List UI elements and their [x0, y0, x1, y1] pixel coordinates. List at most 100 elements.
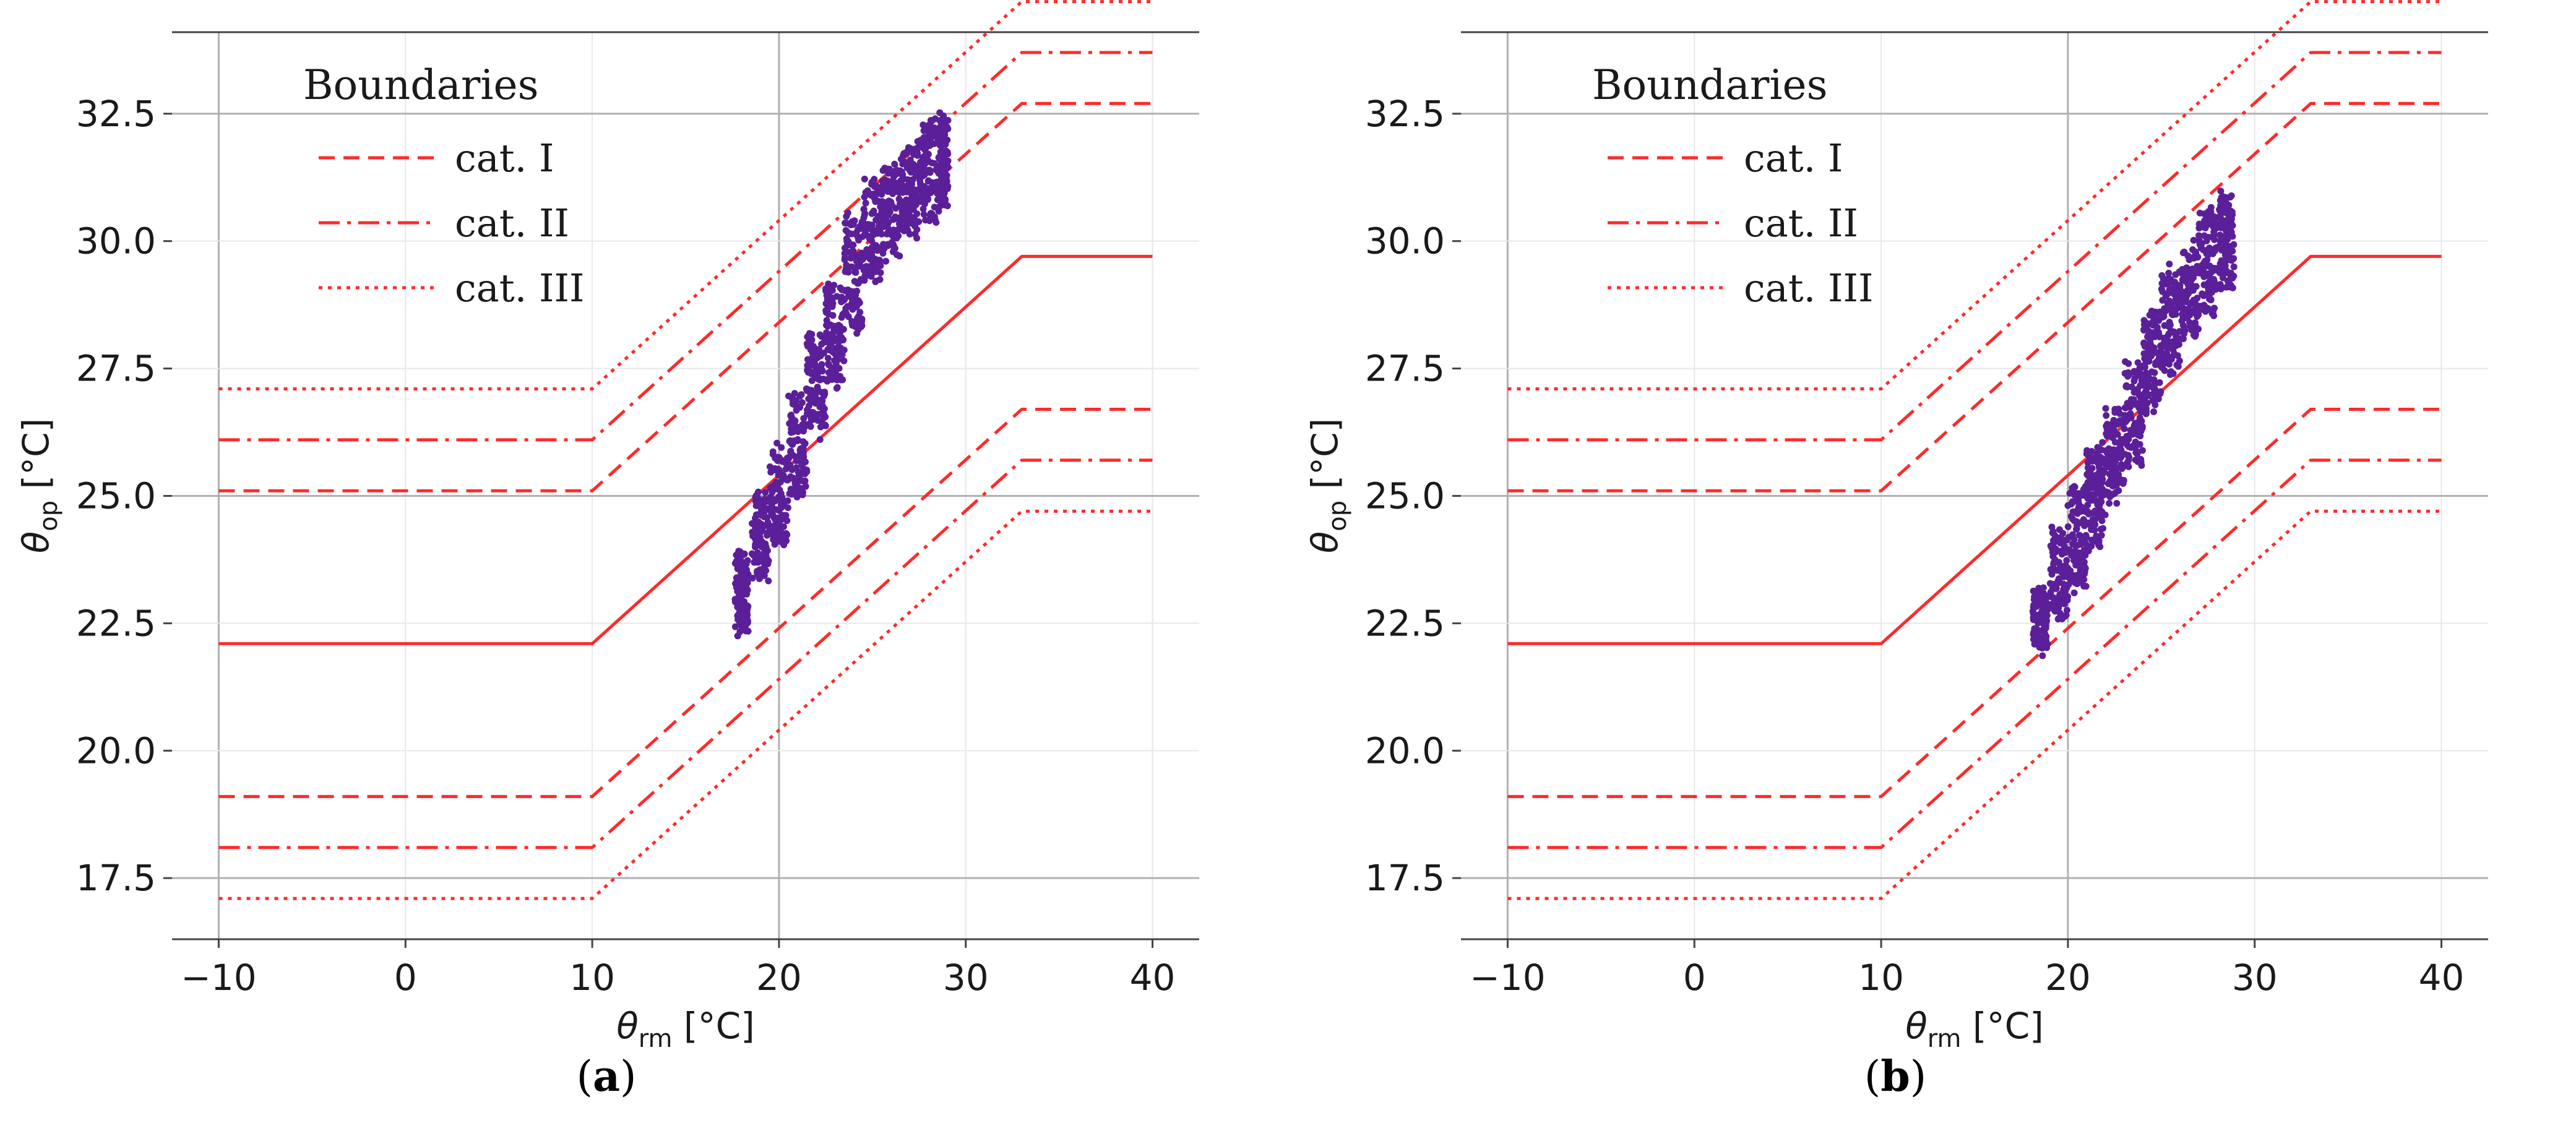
data-point	[865, 225, 872, 232]
data-point	[2140, 321, 2148, 329]
data-point	[2163, 280, 2171, 288]
grid	[1461, 32, 2488, 939]
data-point	[825, 369, 832, 376]
data-point	[737, 579, 744, 586]
data-point	[2207, 296, 2215, 303]
data-point	[915, 218, 923, 225]
data-point	[882, 207, 890, 214]
data-point	[772, 454, 779, 462]
data-point	[866, 256, 874, 262]
data-point	[896, 252, 903, 260]
data-point	[808, 389, 816, 396]
data-point	[796, 446, 804, 454]
data-point	[2216, 243, 2223, 250]
data-point	[848, 320, 856, 327]
data-point	[889, 248, 897, 256]
data-point	[2191, 265, 2199, 273]
data-point	[2129, 431, 2137, 438]
data-point	[931, 140, 938, 147]
data-point	[2158, 280, 2166, 287]
data-point	[806, 330, 813, 337]
data-point	[2225, 251, 2233, 259]
data-point	[866, 269, 873, 277]
data-point	[778, 500, 786, 507]
data-point	[2166, 303, 2174, 309]
data-point	[2065, 581, 2072, 588]
data-point	[767, 493, 774, 501]
boundary-lines	[218, 0, 1153, 900]
data-point	[789, 452, 796, 459]
data-point	[919, 172, 926, 179]
data-point	[2158, 272, 2166, 279]
data-point	[2211, 236, 2218, 243]
upper-boundary-catiii	[218, 0, 1153, 390]
data-point	[784, 504, 791, 512]
y-axis-title-group: θop [°C]	[1304, 418, 1352, 554]
data-point	[770, 506, 777, 513]
data-point	[2140, 350, 2148, 358]
x-tick-label: 20	[756, 957, 802, 999]
data-point	[2051, 532, 2059, 540]
data-point	[782, 532, 789, 540]
data-point	[814, 400, 822, 407]
data-point	[2121, 411, 2128, 419]
data-point	[786, 437, 793, 445]
data-point	[2125, 457, 2132, 464]
data-point	[2121, 425, 2128, 432]
data-point	[903, 183, 910, 190]
x-tick-label: 30	[943, 957, 989, 999]
lower-boundary-catii	[1507, 458, 2442, 850]
data-point	[849, 306, 856, 313]
data-point	[2036, 597, 2044, 605]
comfort-line	[1507, 254, 2442, 645]
data-point	[2218, 224, 2225, 231]
data-point	[2106, 500, 2113, 507]
data-point	[2062, 611, 2070, 619]
data-point	[829, 303, 836, 310]
data-point	[936, 142, 944, 149]
data-point	[2088, 484, 2096, 491]
data-point	[2221, 235, 2228, 243]
data-point	[762, 489, 769, 496]
data-point	[2181, 306, 2188, 314]
data-point	[775, 480, 782, 487]
y-tick-label: 20.0	[1365, 729, 1445, 772]
legend: Boundaries cat. I cat. II cat. III	[1592, 61, 1874, 311]
data-point	[2065, 534, 2072, 541]
data-point	[926, 169, 934, 176]
data-point	[2138, 418, 2145, 425]
data-point	[830, 372, 838, 379]
data-point	[751, 526, 759, 533]
y-axis-title: θop [°C]	[1304, 418, 1352, 554]
data-point	[941, 149, 948, 157]
data-point	[2168, 356, 2175, 363]
data-point	[907, 212, 914, 220]
data-point	[2124, 452, 2132, 459]
data-point	[818, 340, 825, 348]
data-point	[845, 238, 852, 246]
data-point	[2119, 480, 2127, 487]
data-point	[904, 220, 911, 228]
data-point	[2063, 557, 2070, 564]
data-point	[763, 514, 770, 522]
data-point	[2184, 286, 2191, 294]
data-point	[841, 256, 848, 264]
data-point	[2040, 584, 2047, 592]
comfort-line	[218, 254, 1153, 645]
data-point	[2108, 477, 2115, 484]
data-point	[857, 323, 864, 330]
data-point	[2187, 274, 2194, 282]
data-point	[2216, 206, 2223, 213]
data-point	[2176, 335, 2184, 342]
x-tick-label: 40	[1130, 957, 1176, 999]
data-point	[793, 493, 801, 501]
data-point	[794, 437, 801, 444]
data-point	[2139, 447, 2146, 454]
data-point	[2202, 270, 2209, 277]
data-point	[2091, 507, 2099, 515]
data-point	[878, 191, 885, 198]
data-point	[817, 352, 824, 359]
data-point	[751, 535, 759, 542]
data-point	[749, 574, 756, 582]
data-point	[2070, 589, 2078, 596]
